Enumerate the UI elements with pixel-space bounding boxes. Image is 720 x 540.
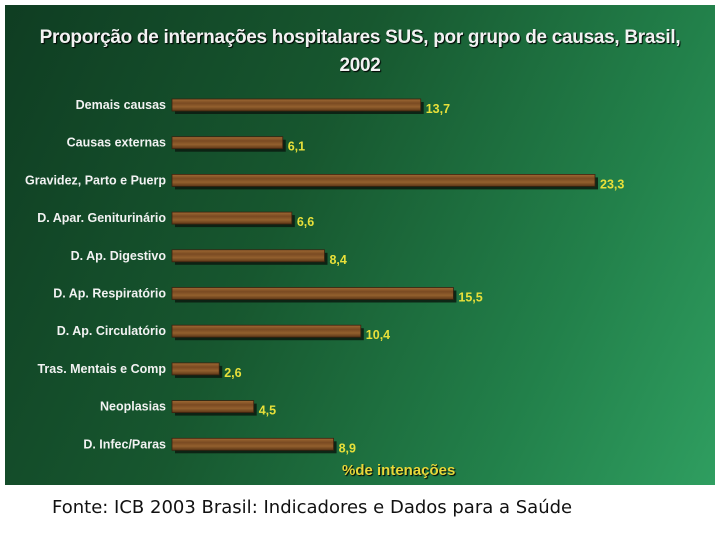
value-label: 2,6	[224, 366, 241, 380]
bar	[171, 136, 284, 150]
category-label: D. Infec/Paras	[83, 437, 166, 451]
category-label: Tras. Mentais e Comp	[37, 362, 166, 376]
category-label: D. Ap. Digestivo	[71, 249, 167, 263]
bar	[171, 173, 596, 187]
category-label: Demais causas	[76, 98, 166, 112]
chart-title-line-2: 2002	[339, 55, 381, 76]
category-label: D. Ap. Respiratório	[53, 287, 166, 301]
chart-title-line-1: Proporção de internações hospitalares SU…	[39, 27, 681, 48]
value-label: 23,3	[600, 177, 624, 191]
source-caption: Fonte: ICB 2003 Brasil: Indicadores e Da…	[52, 497, 573, 518]
bar	[171, 98, 422, 112]
value-label: 8,9	[339, 441, 356, 455]
value-label: 13,7	[426, 102, 450, 116]
category-label: Neoplasias	[100, 400, 166, 414]
bar	[171, 324, 362, 338]
category-label: Gravidez, Parto e Puerp	[25, 173, 166, 187]
bar	[171, 211, 293, 225]
bars-group: Demais causas 13,7 Causas externas 6,1 Gravi…	[25, 98, 624, 455]
value-label: 8,4	[329, 253, 346, 267]
bar	[171, 362, 220, 376]
bar	[171, 249, 325, 263]
category-label: Causas externas	[67, 136, 166, 150]
x-axis-label: %de intenações	[342, 462, 456, 479]
value-label: 15,5	[458, 291, 482, 305]
category-label: D. Apar. Geniturinário	[37, 211, 166, 225]
bar	[171, 400, 255, 414]
value-label: 4,5	[259, 404, 276, 418]
value-label: 6,6	[297, 215, 314, 229]
category-label: D. Ap. Circulatório	[57, 324, 167, 338]
value-label: 6,1	[288, 140, 305, 154]
bar-chart: Demais causas 13,7 Causas externas 6,1 Gravi…	[25, 98, 624, 455]
chart-panel: Proporção de internações hospitalares SU…	[5, 5, 715, 485]
value-label: 10,4	[366, 328, 390, 342]
bar	[171, 287, 454, 300]
bar	[171, 437, 334, 451]
